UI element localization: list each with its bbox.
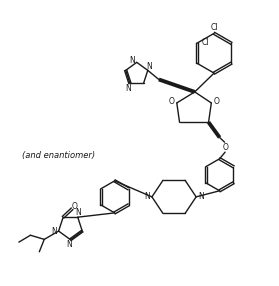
Text: O: O [222,143,228,152]
Text: (and enantiomer): (and enantiomer) [22,151,95,160]
Text: Cl: Cl [202,38,210,47]
Text: N: N [126,84,131,93]
Text: O: O [71,202,77,211]
Text: N: N [144,192,150,201]
Text: N: N [129,56,135,65]
Text: O: O [169,97,175,106]
Text: N: N [51,227,57,236]
Text: O: O [213,97,219,106]
Text: Cl: Cl [210,23,218,32]
Text: N: N [76,208,81,217]
Text: N: N [198,192,204,201]
Text: N: N [67,240,73,249]
Text: N: N [146,62,152,71]
